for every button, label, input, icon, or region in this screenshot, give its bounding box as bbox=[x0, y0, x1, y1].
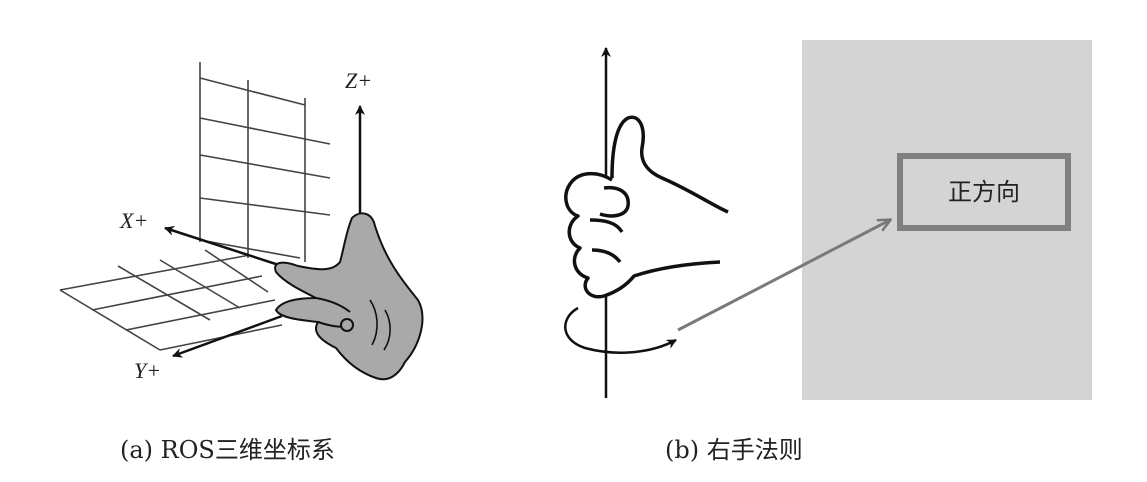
wall-grid bbox=[199, 62, 331, 262]
y-axis-label: Y+ bbox=[134, 358, 161, 383]
caption-a: (a) ROS三维坐标系 bbox=[120, 436, 335, 464]
pointer-arrow bbox=[677, 220, 890, 332]
panel-a-coordinate-system: Z+ X+ Y+ bbox=[59, 62, 424, 383]
gray-panel bbox=[802, 40, 1092, 400]
right-hand-icon bbox=[274, 212, 424, 381]
positive-direction-label: 正方向 bbox=[948, 178, 1020, 206]
y-axis bbox=[172, 314, 283, 358]
positive-direction-box bbox=[897, 153, 1071, 231]
rotation-arrow bbox=[564, 306, 677, 354]
x-axis-label: X+ bbox=[119, 208, 148, 233]
caption-b: (b) 右手法则 bbox=[665, 436, 803, 464]
z-axis-label: Z+ bbox=[345, 68, 372, 93]
fist-thumb-up-icon bbox=[564, 115, 729, 299]
x-axis bbox=[164, 226, 283, 268]
floor-grid bbox=[59, 249, 283, 351]
panel-b-right-hand-rule: 正方向 bbox=[564, 40, 1092, 400]
